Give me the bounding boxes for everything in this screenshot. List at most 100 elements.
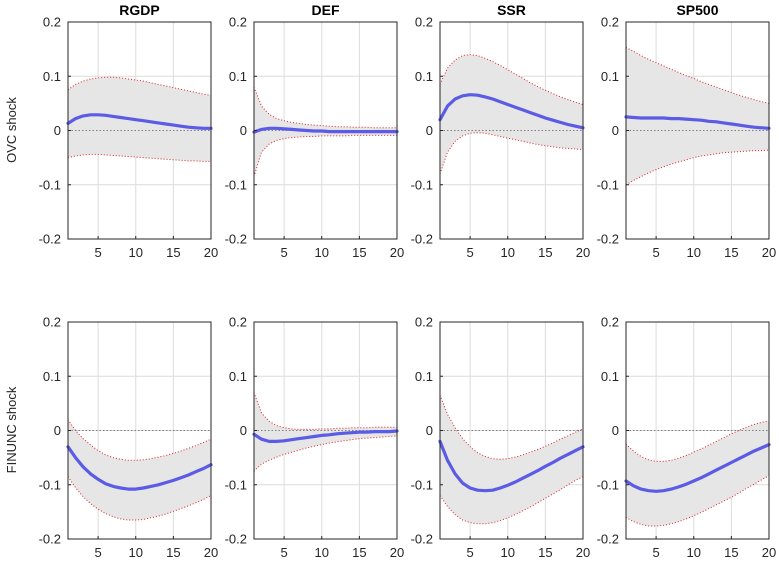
lower-bound-line xyxy=(67,476,212,521)
x-tick-label: 10 xyxy=(129,545,143,560)
y-tick-label: -0.2 xyxy=(411,532,433,547)
lower-bound-line xyxy=(625,475,770,527)
x-tick-label: 15 xyxy=(538,545,552,560)
x-tick-label: 20 xyxy=(576,545,590,560)
y-tick-label: -0.1 xyxy=(597,477,619,492)
panel-ovc-def: 5 10 15 20 -0.2 -0.1 0 0.1 0.2 DEF xyxy=(225,2,405,260)
response-line xyxy=(252,126,399,134)
y-tick-label: -0.2 xyxy=(597,232,619,247)
panel-ovc-sp500: 5 10 15 20 -0.2 -0.1 0 0.1 0.2 SP500 xyxy=(597,2,777,260)
x-tick-label: 10 xyxy=(501,545,515,560)
confidence-band xyxy=(626,47,769,185)
y-tick-label: -0.1 xyxy=(39,477,61,492)
y-tick-label: 0.2 xyxy=(229,15,247,30)
response-line xyxy=(438,93,585,130)
x-tick-label: 15 xyxy=(166,245,180,260)
x-tick-label: 5 xyxy=(280,245,287,260)
x-tick-label: 5 xyxy=(652,545,659,560)
y-tick-label: 0.2 xyxy=(43,15,61,30)
x-tick-label: 10 xyxy=(315,245,329,260)
lower-bound-line xyxy=(439,476,584,525)
y-tick-label: -0.2 xyxy=(597,532,619,547)
upper-bound-line xyxy=(625,47,770,104)
upper-bound-line xyxy=(67,419,212,461)
panel-finunc-sp500: 5 10 15 20 -0.2 -0.1 0 0.1 0.2 xyxy=(597,315,777,561)
panel-finunc-ssr: 5 10 15 20 -0.2 -0.1 0 0.1 0.2 xyxy=(411,315,591,561)
y-tick-label: 0.2 xyxy=(415,15,433,30)
y-tick-label: 0 xyxy=(54,423,61,438)
upper-bound-line xyxy=(439,54,584,105)
x-tick-label: 15 xyxy=(352,245,366,260)
upper-bound-line xyxy=(625,420,770,462)
y-tick-label: 0.1 xyxy=(43,69,61,84)
y-tick-label: 0 xyxy=(612,423,619,438)
panel-title: DEF xyxy=(312,2,340,18)
lower-bound-line xyxy=(253,134,397,177)
y-tick-label: 0 xyxy=(54,123,61,138)
y-tick-label: -0.1 xyxy=(411,177,433,192)
upper-bound-line xyxy=(439,395,584,460)
row-label: OVC shock xyxy=(4,97,19,163)
y-tick-label: 0 xyxy=(240,423,247,438)
x-tick-label: 20 xyxy=(762,545,776,560)
y-tick-label: 0 xyxy=(426,423,433,438)
y-tick-label: -0.2 xyxy=(39,532,61,547)
y-tick-label: 0.2 xyxy=(601,315,619,330)
response-line xyxy=(66,445,213,491)
response-line xyxy=(624,115,771,130)
y-tick-label: 0.1 xyxy=(415,369,433,384)
panel-ovc-rgdp: 5 10 15 20 -0.2 -0.1 0 0.1 0.2 RGDP xyxy=(39,2,219,260)
irf-panels: OVC shock FINUNC shock 5 10 15 20 -0.2 -0.1 0 0.1… xyxy=(4,2,776,560)
y-tick-label: -0.1 xyxy=(39,177,61,192)
x-tick-label: 15 xyxy=(352,545,366,560)
confidence-band xyxy=(440,54,583,174)
lower-bound-line xyxy=(67,153,211,162)
y-tick-label: 0.1 xyxy=(229,369,247,384)
x-tick-label: 20 xyxy=(576,245,590,260)
y-tick-label: 0.2 xyxy=(601,15,619,30)
x-tick-label: 5 xyxy=(466,245,473,260)
y-tick-label: 0.2 xyxy=(415,315,433,330)
y-tick-label: 0.1 xyxy=(229,69,247,84)
y-tick-label: -0.1 xyxy=(225,477,247,492)
panel-ovc-ssr: 5 10 15 20 -0.2 -0.1 0 0.1 0.2 SSR xyxy=(411,2,591,260)
x-tick-label: 20 xyxy=(204,545,218,560)
y-tick-label: -0.2 xyxy=(225,232,247,247)
x-tick-label: 15 xyxy=(166,545,180,560)
panel-title: RGDP xyxy=(119,2,159,18)
x-tick-label: 20 xyxy=(390,245,404,260)
x-tick-label: 5 xyxy=(466,545,473,560)
response-line xyxy=(624,443,771,493)
y-tick-label: -0.2 xyxy=(39,232,61,247)
y-tick-label: 0.2 xyxy=(43,315,61,330)
y-tick-label: 0.1 xyxy=(601,69,619,84)
x-tick-label: 10 xyxy=(315,545,329,560)
y-tick-label: -0.2 xyxy=(225,532,247,547)
response-line xyxy=(66,113,213,130)
confidence-band xyxy=(626,420,769,526)
y-tick-label: -0.1 xyxy=(411,477,433,492)
y-tick-label: -0.2 xyxy=(411,232,433,247)
response-line xyxy=(252,429,399,443)
x-tick-label: 10 xyxy=(687,245,701,260)
x-tick-label: 20 xyxy=(390,545,404,560)
confidence-band xyxy=(440,395,583,524)
x-tick-label: 10 xyxy=(687,545,701,560)
y-tick-label: 0.2 xyxy=(229,315,247,330)
x-tick-label: 5 xyxy=(652,245,659,260)
y-tick-label: -0.1 xyxy=(597,177,619,192)
panel-title: SSR xyxy=(497,2,526,18)
x-tick-label: 5 xyxy=(94,545,101,560)
x-tick-label: 5 xyxy=(280,545,287,560)
y-tick-label: -0.1 xyxy=(225,177,247,192)
row-label: FINUNC shock xyxy=(4,386,19,473)
y-tick-label: 0 xyxy=(240,123,247,138)
x-tick-label: 10 xyxy=(501,245,515,260)
x-tick-label: 15 xyxy=(538,245,552,260)
x-tick-label: 5 xyxy=(94,245,101,260)
response-line xyxy=(438,439,585,493)
x-tick-label: 15 xyxy=(724,545,738,560)
confidence-band xyxy=(68,419,211,520)
y-tick-label: 0 xyxy=(612,123,619,138)
